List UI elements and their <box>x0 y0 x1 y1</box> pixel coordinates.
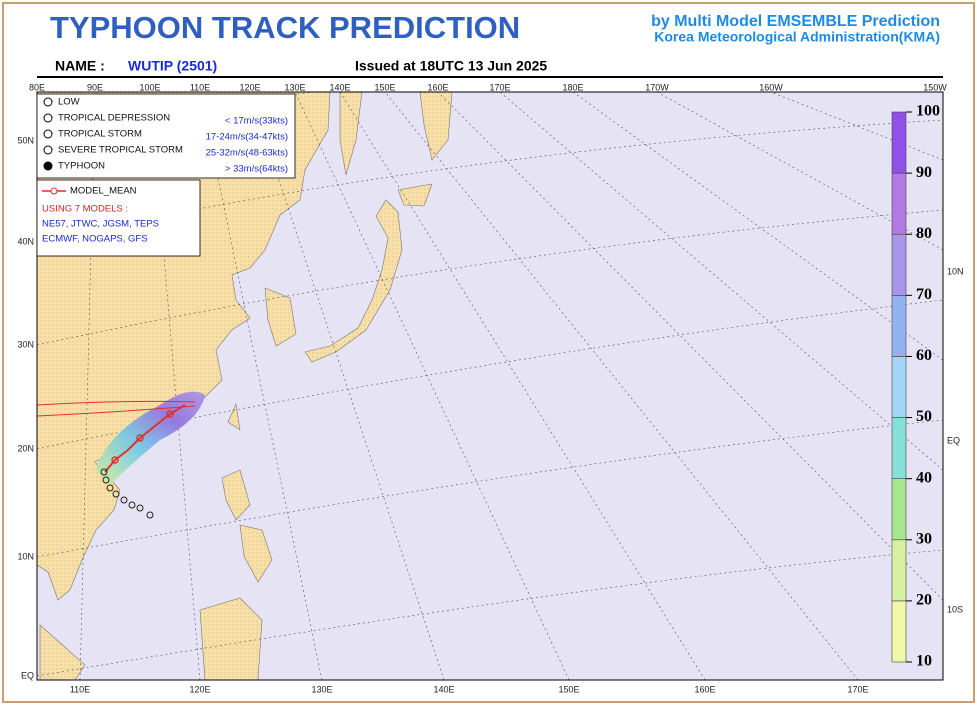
lon-label: 170E <box>847 684 868 694</box>
lon-label: 80E <box>29 82 45 92</box>
lat-label: EQ <box>21 670 34 680</box>
lon-label: 160E <box>427 82 448 92</box>
model-mean-symbol <box>50 187 58 195</box>
lat-label: 10N <box>947 266 964 276</box>
name-label: NAME : <box>55 58 105 74</box>
lon-label: 120E <box>239 82 260 92</box>
colorbar-segment <box>891 417 907 479</box>
intensity-speed: > 33m/s(64kts) <box>225 164 288 175</box>
models-heading: USING 7 MODELS : <box>42 204 128 215</box>
colorbar-segment <box>891 600 907 663</box>
models-list: NE57, JTWC, JGSM, TEPS <box>42 219 159 230</box>
lon-label: 140E <box>329 82 350 92</box>
lat-label: 10S <box>947 604 963 614</box>
credit: Korea Meteorological Administration(KMA) <box>654 29 940 45</box>
legend-box <box>36 93 296 179</box>
storm-name: WUTIP (2501) <box>128 58 217 74</box>
legend-box <box>36 179 201 257</box>
lon-label: 140E <box>433 684 454 694</box>
lat-label: 30N <box>17 339 34 349</box>
colorbar-segment <box>891 233 907 296</box>
intensity-speed: < 17m/s(33kts) <box>225 116 288 127</box>
track-symbols <box>100 468 154 519</box>
intensity-symbol <box>43 145 53 155</box>
axis-labels: 80E 90E 100E 110E 120E 130E 140E 150E 160E 170E 18… <box>17 82 963 694</box>
colorbar-label: 20 <box>916 592 932 609</box>
intensity-symbol <box>43 113 53 123</box>
issued-time: Issued at 18UTC 13 Jun 2025 <box>355 58 547 74</box>
lat-label: 10N <box>17 551 34 561</box>
title: TYPHOON TRACK PREDICTION <box>50 10 520 45</box>
intensity-label: TROPICAL DEPRESSION <box>58 113 170 124</box>
model-track <box>37 400 196 417</box>
colorbar-segment <box>891 478 907 541</box>
lon-label: 170E <box>489 82 510 92</box>
map-frame <box>36 91 944 681</box>
probability-swath <box>95 391 205 485</box>
models-list: ECMWF, NOGAPS, GFS <box>42 234 148 245</box>
lat-label: EQ <box>947 435 960 445</box>
lon-label: 150W <box>923 82 947 92</box>
colorbar-label: 40 <box>916 469 932 486</box>
colorbar-segment <box>891 356 907 418</box>
intensity-symbol <box>43 97 53 107</box>
colorbar-label: 30 <box>916 530 932 547</box>
lon-label: 160E <box>694 684 715 694</box>
lon-label: 130E <box>284 82 305 92</box>
lon-label: 110E <box>190 82 210 92</box>
lat-label: 50N <box>17 135 34 145</box>
intensity-label: TYPHOON <box>58 161 105 172</box>
intensity-symbol <box>43 129 53 139</box>
mean-track-points <box>111 410 174 464</box>
colorbar-label: 80 <box>916 225 932 242</box>
lon-label: 150E <box>558 684 579 694</box>
mean-track <box>104 404 186 473</box>
colorbar-segment <box>891 111 907 174</box>
intensity-label: LOW <box>58 97 80 108</box>
credit: by Multi Model EMSEMBLE Prediction <box>651 13 940 30</box>
intensity-symbol <box>43 161 53 171</box>
lon-label: 180E <box>562 82 583 92</box>
model-mean-label: MODEL_MEAN <box>70 186 137 197</box>
colorbar-label: 60 <box>916 347 932 364</box>
intensity-label: SEVERE TROPICAL STORM <box>58 145 183 156</box>
intensity-speed: 17-24m/s(34-47kts) <box>206 132 288 143</box>
lon-label: 170W <box>645 82 669 92</box>
colorbar-label: 70 <box>916 286 932 303</box>
lon-label: 110E <box>70 684 90 694</box>
colorbar-label: 90 <box>916 164 932 181</box>
colorbar-label: 50 <box>916 408 932 425</box>
colorbar-segment <box>891 172 907 235</box>
intensity-speed: 25-32m/s(48-63kts) <box>206 148 288 159</box>
lon-label: 160W <box>759 82 783 92</box>
lon-label: 100E <box>139 82 160 92</box>
colorbar-segment <box>891 295 907 357</box>
lat-label: 40N <box>17 236 34 246</box>
lon-label: 90E <box>87 82 103 92</box>
intensity-label: TROPICAL STORM <box>58 129 142 140</box>
colorbar-segment <box>891 539 907 602</box>
colorbar-label: 10 <box>916 653 932 670</box>
lon-label: 120E <box>189 684 210 694</box>
colorbar: 10 20 30 40 50 60 70 80 90 100 <box>891 103 940 670</box>
lat-label: 20N <box>17 443 34 453</box>
lon-label: 150E <box>374 82 395 92</box>
lon-label: 130E <box>311 684 332 694</box>
colorbar-label: 100 <box>916 103 940 120</box>
legend: MODEL_MEAN USING 7 MODELS : NE57, JTWC, … <box>36 93 296 257</box>
